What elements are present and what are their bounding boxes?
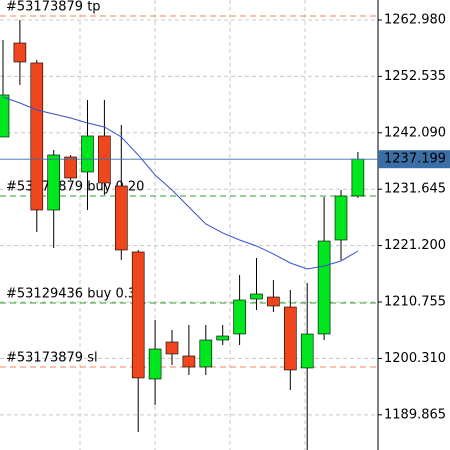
y-tick-label: 1262.980 <box>384 12 446 27</box>
candle-body <box>13 42 27 63</box>
candle-body <box>131 251 145 379</box>
y-tick-label: 1221.200 <box>384 238 446 253</box>
y-tick-label: 1210.755 <box>384 295 446 310</box>
candle-body <box>283 306 297 371</box>
candle-body <box>267 296 280 307</box>
candle-body <box>216 335 229 341</box>
current-price-label: 1237.199 <box>384 152 446 167</box>
moving-average <box>2 96 359 270</box>
candle-body <box>250 293 263 300</box>
candle-body <box>233 299 246 335</box>
candle-body <box>351 158 365 197</box>
candle-body <box>182 355 196 368</box>
y-tick-label: 1189.865 <box>384 407 446 422</box>
candle-body <box>115 185 128 251</box>
candle-body <box>300 333 314 369</box>
order-label: #53173879 sl <box>6 350 98 365</box>
current-price-box <box>378 150 450 169</box>
candle-body <box>199 339 213 368</box>
candle-body <box>317 240 331 335</box>
candle-body <box>30 62 44 211</box>
candle-body <box>81 135 94 173</box>
y-tick-label: 1242.090 <box>384 125 446 140</box>
candle-body <box>334 195 348 241</box>
order-label: #53129436 buy 0.30 <box>6 287 144 302</box>
candle-body <box>47 154 61 211</box>
y-tick-label: 1200.310 <box>384 351 446 366</box>
candle-body <box>165 341 179 355</box>
candle-body <box>0 94 10 138</box>
y-tick-label: 1231.645 <box>384 182 446 197</box>
y-tick-label: 1252.535 <box>384 69 446 84</box>
candle-body <box>148 348 162 380</box>
order-label: #53173879 tp <box>6 0 101 14</box>
candle-body <box>64 156 77 179</box>
